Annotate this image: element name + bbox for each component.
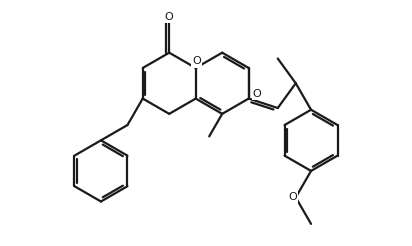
Text: O: O	[288, 192, 297, 202]
Text: O: O	[192, 56, 201, 66]
Text: O: O	[253, 89, 262, 99]
Text: O: O	[165, 12, 173, 22]
